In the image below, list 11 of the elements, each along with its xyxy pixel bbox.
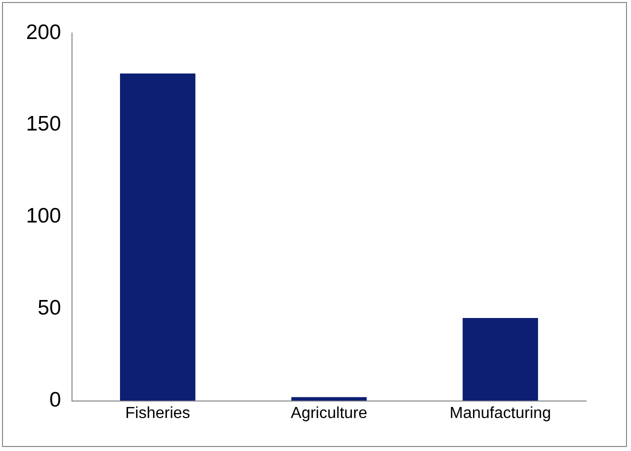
- y-tick-label: 0: [49, 388, 62, 412]
- bar: [462, 318, 538, 401]
- bar: [120, 73, 196, 401]
- x-tick-label: Agriculture: [290, 404, 368, 422]
- y-tick-label: 200: [26, 20, 62, 44]
- x-tick-label: Fisheries: [125, 404, 190, 422]
- bar: [291, 397, 367, 401]
- y-tick-label: 150: [26, 112, 62, 136]
- y-tick-label: 100: [26, 204, 62, 228]
- x-tick-label: Manufacturing: [450, 404, 552, 422]
- y-tick-label: 50: [38, 296, 62, 320]
